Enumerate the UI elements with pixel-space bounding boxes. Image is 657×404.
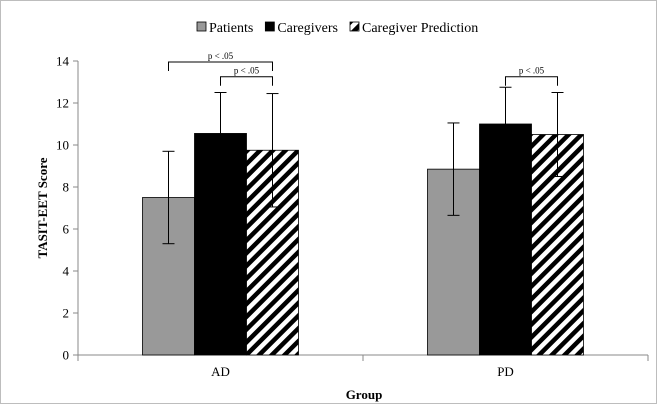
legend-item: Caregiver Prediction <box>349 21 478 36</box>
error-bars <box>162 86 564 245</box>
significance-label: p < .05 <box>234 66 260 76</box>
significance-label: p < .05 <box>208 51 234 61</box>
x-tick-label: AD <box>211 364 230 379</box>
legend-swatch <box>349 21 360 32</box>
significance-bracket: p < .05 <box>220 66 273 86</box>
y-tick-label: 10 <box>56 138 69 153</box>
significance-label: p < .05 <box>519 66 545 76</box>
legend-label: Patients <box>209 21 253 36</box>
legend-swatch <box>264 21 275 32</box>
bracket-line <box>220 76 273 86</box>
x-axis: AD PD <box>77 354 649 379</box>
bracket-line <box>505 76 558 86</box>
y-tick-label: 14 <box>56 54 70 69</box>
bars <box>142 123 584 356</box>
legend-item: Patients <box>196 21 253 36</box>
y-axis-title: TASIT-EET Score <box>35 157 50 258</box>
bar <box>479 123 532 356</box>
legend-swatch <box>196 21 207 32</box>
y-tick-label: 6 <box>63 222 70 237</box>
significance-bracket: p < .05 <box>168 51 273 71</box>
significance-brackets: p < .05p < .05 p < .05 <box>168 51 558 86</box>
x-tick-label: PD <box>497 364 514 379</box>
y-axis: 0 2 4 6 8 10 12 14 <box>56 54 79 363</box>
legend-label: Caregiver Prediction <box>362 21 478 36</box>
y-tick-label: 2 <box>63 306 70 321</box>
y-tick-label: 4 <box>63 264 70 279</box>
x-axis-title: Group <box>346 387 383 402</box>
y-tick-label: 0 <box>63 348 70 363</box>
legend-label: Caregivers <box>277 21 338 36</box>
legend-item: Caregivers <box>264 21 338 36</box>
y-tick-label: 12 <box>56 96 69 111</box>
legend: Patients Caregivers Caregiver Prediction <box>196 21 478 36</box>
bracket-line <box>168 61 273 71</box>
y-tick-label: 8 <box>63 180 70 195</box>
significance-bracket: p < .05 <box>505 66 558 86</box>
